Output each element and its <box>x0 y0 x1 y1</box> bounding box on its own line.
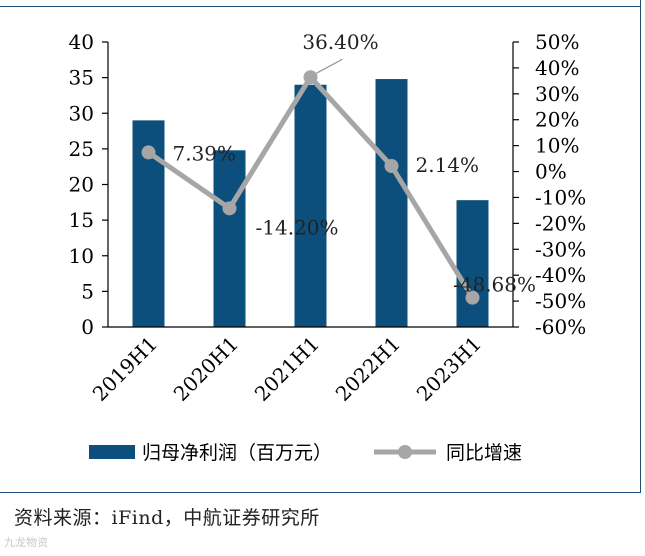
watermark: 九龙物资 <box>4 536 48 549</box>
source-note: 资料来源：iFind，中航证券研究所 <box>14 507 320 529</box>
frame-top-border <box>0 6 640 7</box>
x-tick-label: 2021H1 <box>250 332 324 406</box>
line-marker <box>222 201 237 216</box>
legend: 归母净利润（百万元） 同比增速 <box>89 442 522 464</box>
right-tick-label: 0% <box>535 160 567 184</box>
left-y-axis: 0 5 10 15 20 25 30 35 40 <box>69 30 109 339</box>
right-tick-label: 30% <box>535 82 579 106</box>
line-marker <box>384 159 399 174</box>
bar <box>375 79 408 327</box>
right-tick-label: -20% <box>535 211 586 235</box>
line-marker <box>303 70 318 85</box>
frame-right-border <box>640 0 641 492</box>
line-series <box>141 70 480 305</box>
growth-label: 36.40% <box>302 30 378 54</box>
bar <box>213 150 246 327</box>
left-tick-label: 35 <box>69 66 94 90</box>
label-leader-line <box>316 58 343 74</box>
left-tick-label: 25 <box>69 137 94 161</box>
bar <box>294 84 327 327</box>
right-tick-label: -40% <box>535 263 586 287</box>
growth-label: 2.14% <box>416 153 480 177</box>
right-tick-label: 10% <box>535 134 579 158</box>
legend-line-label: 同比增速 <box>446 442 522 464</box>
right-tick-label: 50% <box>535 30 579 54</box>
right-tick-label: 20% <box>535 108 579 132</box>
left-tick-label: 10 <box>69 244 94 268</box>
right-y-axis: -60%-50%-40%-30%-20%-10%0%10%20%30%40%50… <box>512 30 586 339</box>
legend-bar-label: 归母净利润（百万元） <box>142 442 332 464</box>
growth-label: 7.39% <box>173 141 237 165</box>
combo-chart: 0 5 10 15 20 25 30 35 40 -60%-50%-40%-30%-20%-10… <box>69 30 587 464</box>
left-tick-label: 30 <box>69 101 94 125</box>
growth-label: -48.68% <box>453 273 536 297</box>
legend-bar-swatch <box>89 445 135 459</box>
x-axis: 2019H1 2020H1 2021H1 2022H1 2023H1 <box>88 326 513 406</box>
left-tick-label: 15 <box>69 208 94 232</box>
data-labels: 7.39% -14.20% 36.40% 2.14% -48.68% <box>173 30 537 296</box>
frame-bottom-border <box>0 492 641 493</box>
left-tick-label: 5 <box>81 279 94 303</box>
bar-series <box>132 79 489 327</box>
x-tick-label: 2019H1 <box>88 332 162 406</box>
right-tick-label: 40% <box>535 56 579 80</box>
line-marker <box>465 290 480 305</box>
right-tick-label: -10% <box>535 185 586 209</box>
left-tick-label: 40 <box>69 30 94 54</box>
x-tick-label: 2023H1 <box>412 332 486 406</box>
left-tick-label: 0 <box>81 315 94 339</box>
legend-line-marker <box>398 445 412 459</box>
x-tick-label: 2020H1 <box>169 332 243 406</box>
right-tick-label: -30% <box>535 237 586 261</box>
right-tick-label: -50% <box>535 289 586 313</box>
line-marker <box>141 145 156 160</box>
right-tick-label: -60% <box>535 315 586 339</box>
left-tick-label: 20 <box>69 173 94 197</box>
x-tick-label: 2022H1 <box>331 332 405 406</box>
bar <box>456 200 489 327</box>
growth-label: -14.20% <box>256 215 339 239</box>
